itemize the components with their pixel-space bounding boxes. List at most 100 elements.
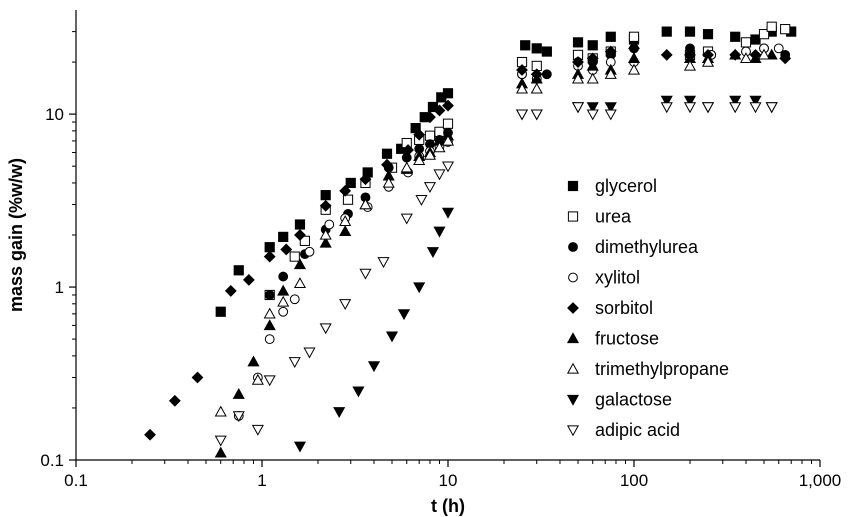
data-point bbox=[247, 355, 260, 367]
data-point bbox=[433, 226, 446, 238]
data-point bbox=[587, 40, 598, 51]
data-point bbox=[215, 306, 226, 317]
data-point bbox=[572, 56, 584, 68]
legend-item: trimethylpropane bbox=[566, 359, 729, 379]
data-point bbox=[382, 176, 395, 188]
data-point bbox=[319, 236, 332, 248]
data-point bbox=[701, 102, 715, 114]
data-point bbox=[683, 59, 697, 71]
data-point bbox=[729, 102, 742, 114]
data-point bbox=[264, 334, 275, 345]
legend-marker bbox=[567, 302, 579, 314]
data-markers bbox=[144, 21, 797, 458]
data-point bbox=[385, 331, 399, 343]
data-point bbox=[233, 265, 244, 276]
data-point bbox=[263, 319, 276, 331]
data-point bbox=[541, 69, 552, 80]
data-point bbox=[433, 141, 446, 153]
data-point bbox=[352, 386, 365, 398]
data-point bbox=[442, 118, 454, 129]
x-tick-label: 10 bbox=[439, 471, 458, 490]
legend-item: adipic acid bbox=[566, 420, 680, 440]
data-point bbox=[293, 441, 307, 453]
data-point bbox=[224, 285, 237, 297]
data-point bbox=[304, 246, 315, 257]
data-point bbox=[293, 277, 307, 289]
data-point bbox=[345, 177, 356, 189]
data-point bbox=[264, 290, 275, 300]
data-point bbox=[242, 273, 255, 286]
data-point bbox=[278, 231, 289, 243]
data-point bbox=[263, 250, 276, 263]
legend-item: galactose bbox=[566, 390, 672, 410]
data-point bbox=[413, 128, 426, 141]
data-point bbox=[320, 190, 331, 201]
data-point bbox=[586, 109, 599, 121]
data-point bbox=[339, 225, 352, 236]
legend-item: fructose bbox=[566, 329, 659, 349]
data-point bbox=[604, 109, 617, 121]
data-point bbox=[413, 154, 426, 166]
data-point bbox=[701, 55, 715, 67]
data-point bbox=[251, 424, 264, 436]
data-point bbox=[400, 213, 413, 225]
legend-marker bbox=[566, 425, 580, 437]
legend: glycerol urea dimethylurea xylitol sorbitol f… bbox=[566, 176, 729, 440]
legend-label: sorbitol bbox=[595, 298, 653, 318]
data-point bbox=[277, 295, 290, 307]
data-point bbox=[423, 148, 437, 160]
data-point bbox=[424, 130, 436, 141]
data-point bbox=[441, 134, 455, 146]
data-point bbox=[628, 31, 640, 42]
legend-marker bbox=[566, 362, 580, 374]
legend-marker bbox=[566, 394, 580, 406]
data-point bbox=[277, 284, 290, 296]
x-tick-label: 100 bbox=[620, 471, 648, 490]
data-point bbox=[586, 59, 599, 71]
data-point bbox=[424, 111, 436, 124]
data-point bbox=[628, 42, 640, 55]
data-point bbox=[729, 48, 742, 60]
data-point bbox=[749, 95, 762, 107]
y-tick-label: 1 bbox=[55, 278, 64, 297]
data-point bbox=[263, 375, 276, 387]
data-point bbox=[319, 199, 332, 212]
data-point bbox=[214, 435, 227, 447]
data-point bbox=[441, 161, 455, 173]
data-point bbox=[442, 99, 454, 112]
legend-label: xylitol bbox=[595, 268, 640, 288]
data-point bbox=[660, 48, 673, 61]
data-point bbox=[531, 43, 542, 54]
data-point bbox=[342, 194, 354, 205]
data-point bbox=[530, 82, 543, 94]
data-point bbox=[278, 306, 289, 317]
x-tick-label: 1 bbox=[257, 471, 266, 490]
data-point bbox=[757, 48, 771, 60]
legend-marker bbox=[568, 272, 578, 283]
data-point bbox=[402, 144, 414, 156]
data-point bbox=[749, 102, 762, 114]
data-point bbox=[750, 34, 761, 45]
plot-area bbox=[75, 10, 820, 461]
data-point bbox=[339, 184, 352, 197]
legend-label: dimethylurea bbox=[595, 237, 699, 257]
data-point bbox=[415, 195, 428, 206]
data-point bbox=[299, 235, 310, 246]
data-point bbox=[441, 207, 455, 219]
legend-label: trimethylpropane bbox=[595, 359, 729, 379]
data-point bbox=[433, 104, 446, 117]
legend-marker bbox=[567, 180, 579, 192]
data-point bbox=[516, 64, 528, 76]
legend-label: adipic acid bbox=[595, 420, 680, 440]
legend-label: urea bbox=[595, 207, 632, 227]
data-point bbox=[400, 161, 413, 173]
data-point bbox=[604, 102, 617, 114]
data-point bbox=[758, 29, 770, 40]
data-point bbox=[294, 229, 306, 241]
x-tick-label: 1,000 bbox=[799, 471, 842, 490]
data-point bbox=[729, 95, 742, 107]
data-point bbox=[442, 88, 454, 99]
x-axis-ticks: 0.1 1 10 100 1,000 bbox=[64, 460, 841, 490]
legend-label: glycerol bbox=[595, 176, 657, 196]
